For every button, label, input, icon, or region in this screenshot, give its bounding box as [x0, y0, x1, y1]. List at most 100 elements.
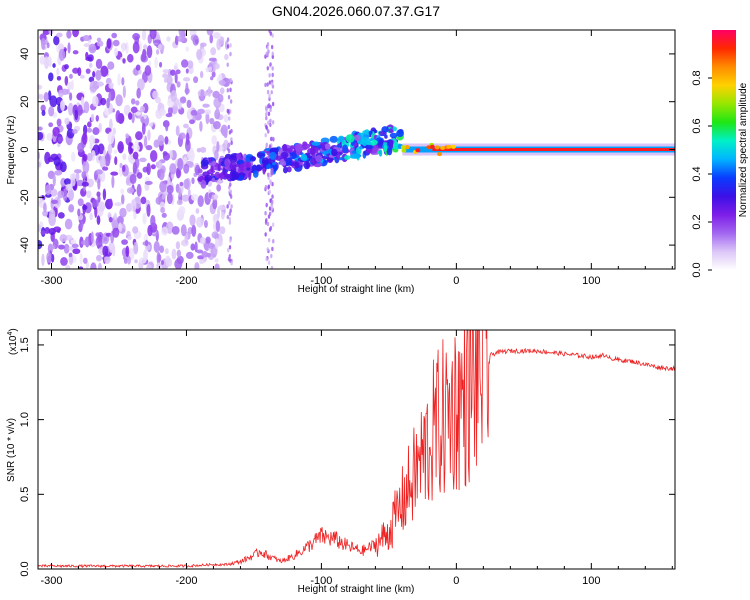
trace-blob [322, 160, 329, 164]
snr-scale-label: (x104) [7, 328, 19, 355]
noise-blob [153, 240, 160, 253]
noise-blob [162, 73, 169, 79]
noise-blob [65, 265, 71, 269]
trace-blob [331, 148, 338, 157]
trace-blob [352, 153, 361, 159]
noise-blob [126, 187, 135, 194]
noise-blob [203, 219, 208, 229]
noise-blob [213, 120, 221, 130]
noise-blob [77, 104, 83, 116]
noise-blob [53, 35, 60, 46]
noise-blob [265, 51, 268, 57]
noise-blob [143, 135, 148, 148]
y-tick-label: 0 [19, 146, 31, 152]
trace-blob [242, 161, 252, 168]
tone-blob [404, 145, 410, 150]
noise-blob [56, 67, 60, 76]
noise-blob [199, 70, 204, 79]
noise-blob [270, 90, 273, 95]
noise-blob [230, 137, 233, 142]
noise-blob [202, 103, 210, 108]
noise-blob [63, 243, 70, 254]
noise-blob [82, 35, 91, 42]
noise-blob [143, 44, 148, 50]
noise-blob [137, 78, 145, 91]
noise-blob [82, 160, 90, 174]
trace-blob [322, 150, 329, 155]
noise-blob [269, 118, 272, 124]
noise-blob [77, 208, 81, 217]
noise-blob [90, 231, 94, 244]
noise-blob [44, 151, 51, 165]
noise-blob [48, 72, 54, 82]
trace-blob [252, 170, 259, 178]
noise-blob [178, 188, 182, 198]
noise-blob [268, 93, 271, 98]
noise-blob [177, 35, 185, 43]
noise-blob [166, 75, 173, 85]
noise-blob [122, 164, 126, 173]
noise-blob [70, 239, 77, 245]
trace-blob [211, 177, 215, 183]
noise-blob [144, 65, 152, 76]
noise-blob [109, 198, 113, 207]
noise-blob [129, 173, 137, 185]
noise-blob [132, 41, 140, 54]
noise-blob [92, 95, 99, 107]
trace-blob [282, 143, 288, 152]
noise-blob [89, 62, 93, 68]
noise-blob [80, 96, 85, 107]
noise-blob [271, 120, 275, 125]
noise-blob [226, 62, 229, 67]
noise-blob [170, 69, 176, 76]
noise-blob [194, 39, 199, 44]
noise-blob [120, 194, 125, 205]
noise-blob [144, 239, 149, 247]
noise-blob [43, 56, 50, 69]
noise-blob [127, 142, 133, 155]
noise-blob [92, 127, 100, 136]
noise-blob [211, 135, 218, 146]
noise-blob [213, 194, 219, 200]
noise-blob [64, 218, 73, 230]
noise-blob [166, 192, 173, 205]
noise-blob [227, 247, 230, 253]
noise-blob [270, 136, 273, 142]
trace-blob [231, 171, 240, 180]
trace-blob [351, 150, 358, 154]
noise-blob [60, 99, 66, 112]
noise-blob [200, 89, 205, 102]
noise-blob [98, 262, 102, 269]
noise-blob [269, 62, 272, 67]
noise-blob [159, 245, 165, 254]
trace-blob [204, 174, 212, 182]
noise-blob [271, 33, 274, 38]
noise-blob [204, 109, 212, 115]
noise-blob [49, 208, 56, 220]
noise-blob [271, 51, 274, 56]
noise-blob [113, 149, 118, 154]
trace-blob [378, 139, 384, 145]
x-tick-label: 100 [582, 575, 600, 587]
noise-blob [187, 189, 191, 198]
noise-blob [196, 49, 203, 60]
noise-blob [132, 151, 139, 160]
trace-blob [345, 134, 355, 143]
noise-blob [86, 152, 93, 162]
noise-blob [174, 72, 178, 84]
noise-blob [135, 64, 141, 71]
trace-blob [378, 131, 385, 135]
noise-blob [271, 72, 274, 78]
noise-blob [230, 204, 233, 209]
noise-blob [107, 61, 115, 70]
noise-blob [52, 126, 60, 137]
trace-blob [364, 129, 370, 135]
trace-blob [229, 161, 237, 171]
noise-blob [226, 37, 230, 42]
noise-blob [146, 264, 152, 269]
noise-blob [171, 226, 180, 235]
noise-blob [157, 134, 165, 146]
noise-blob [39, 55, 46, 65]
trace-blob [337, 135, 345, 143]
y-tick-label: 1.5 [19, 337, 31, 352]
